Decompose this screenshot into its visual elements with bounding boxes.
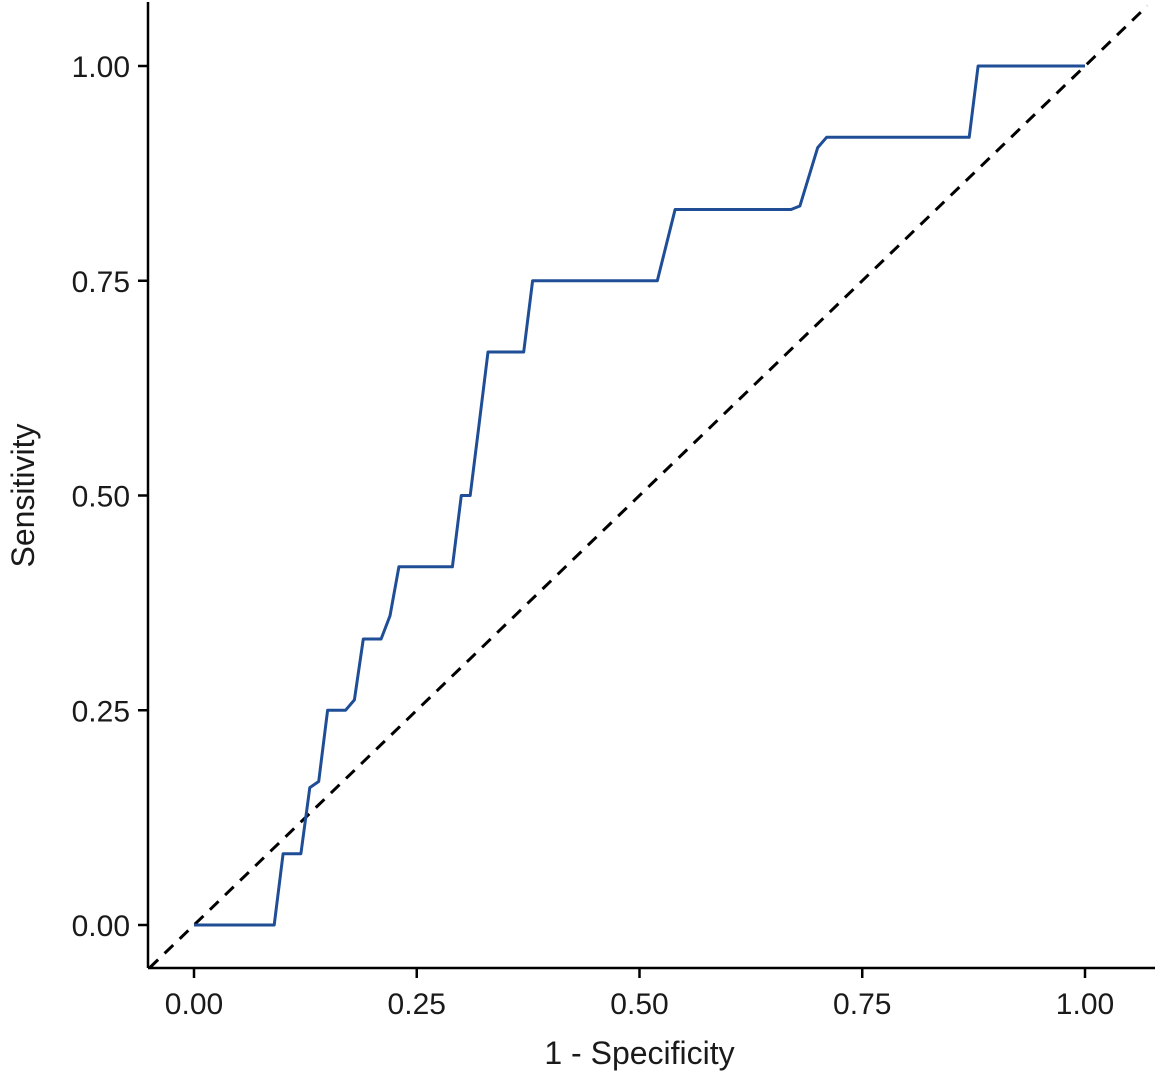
x-tick-label: 0.00: [165, 988, 223, 1021]
y-tick-label: 0.25: [72, 695, 130, 728]
y-tick-label: 0.00: [72, 910, 130, 943]
y-tick-label: 0.50: [72, 481, 130, 514]
x-tick-label: 0.25: [388, 988, 446, 1021]
y-tick-label: 0.75: [72, 266, 130, 299]
plot-area: [148, 4, 1149, 968]
x-tick-label: 0.50: [610, 988, 668, 1021]
x-axis: 0.00 0.25 0.50 0.75 1.00: [148, 966, 1155, 1021]
x-tick-label: 1.00: [1056, 988, 1114, 1021]
reference-diagonal-line: [148, 4, 1149, 968]
x-axis-title: 1 - Specificity: [544, 1035, 734, 1071]
y-axis: 0.00 0.25 0.50 0.75 1.00: [72, 2, 150, 968]
y-axis-title: Sensitivity: [5, 423, 41, 567]
roc-curve-line: [194, 64, 1085, 927]
y-tick-label: 1.00: [72, 51, 130, 84]
x-tick-label: 0.75: [833, 988, 891, 1021]
